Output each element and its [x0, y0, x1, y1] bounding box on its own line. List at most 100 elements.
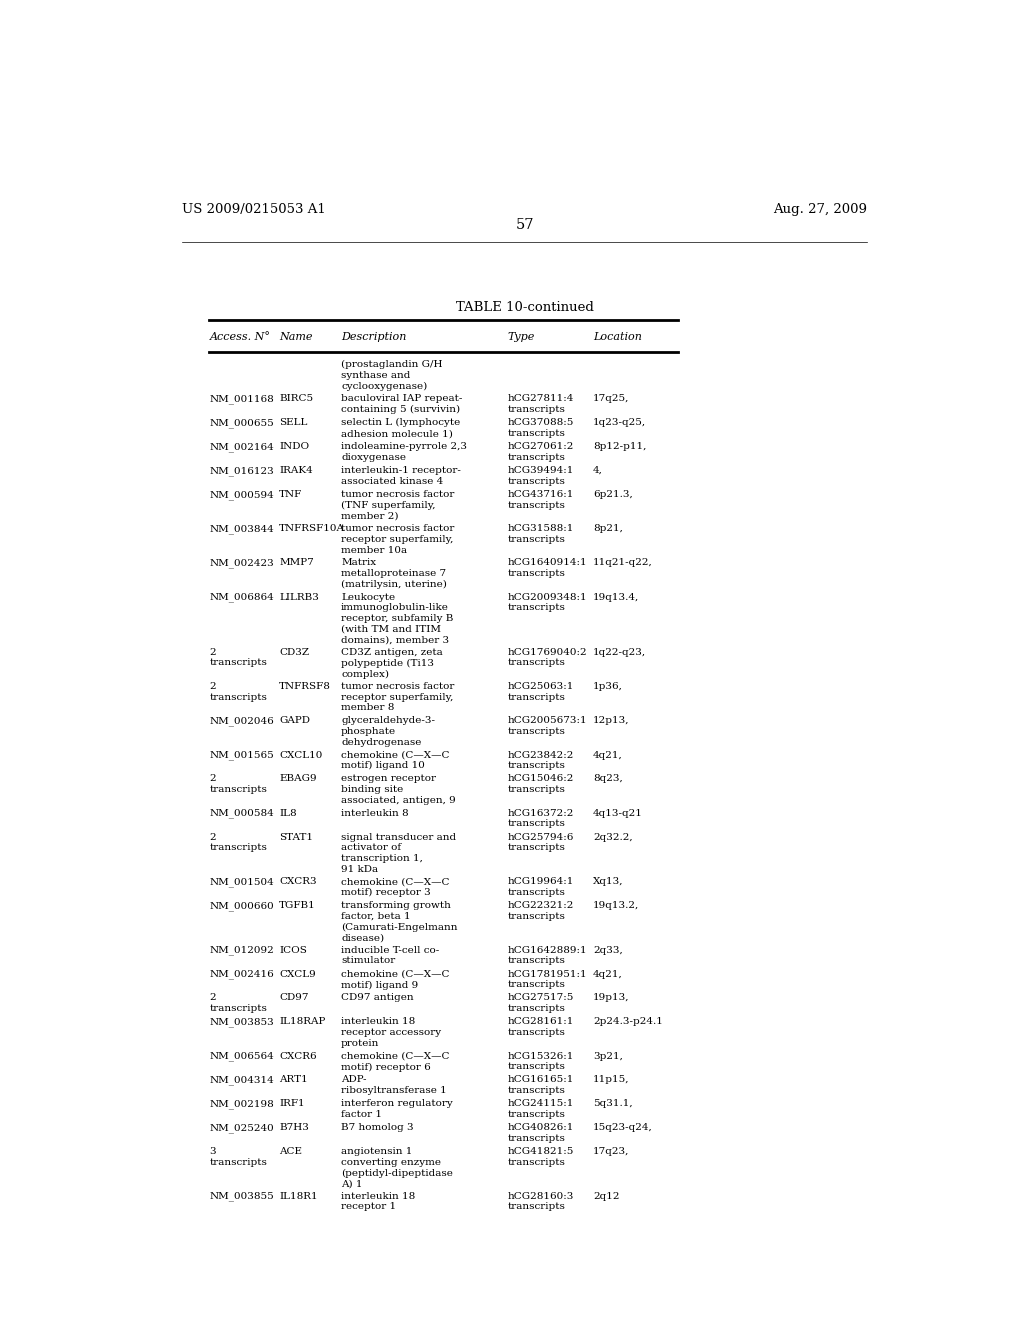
- Text: 4q21,: 4q21,: [593, 970, 623, 978]
- Text: 4q13-q21: 4q13-q21: [593, 809, 643, 817]
- Text: MMP7: MMP7: [280, 558, 314, 568]
- Text: hCG25063:1
transcripts: hCG25063:1 transcripts: [508, 682, 574, 702]
- Text: ADP-
ribosyltransferase 1: ADP- ribosyltransferase 1: [341, 1076, 446, 1096]
- Text: 5q31.1,: 5q31.1,: [593, 1100, 633, 1109]
- Text: 12p13,: 12p13,: [593, 717, 630, 725]
- Text: TNF: TNF: [280, 490, 302, 499]
- Text: CXCL9: CXCL9: [280, 970, 315, 978]
- Text: hCG2005673:1
transcripts: hCG2005673:1 transcripts: [508, 717, 588, 737]
- Text: GAPD: GAPD: [280, 717, 310, 725]
- Text: (prostaglandin G/H
synthase and
cyclooxygenase): (prostaglandin G/H synthase and cyclooxy…: [341, 360, 442, 391]
- Text: 2
transcripts: 2 transcripts: [209, 833, 267, 853]
- Text: 2p24.3-p24.1: 2p24.3-p24.1: [593, 1018, 663, 1027]
- Text: 15q23-q24,: 15q23-q24,: [593, 1123, 652, 1133]
- Text: hCG43716:1
transcripts: hCG43716:1 transcripts: [508, 490, 574, 510]
- Text: interleukin 8: interleukin 8: [341, 809, 409, 817]
- Text: chemokine (C—X—C
motif) ligand 9: chemokine (C—X—C motif) ligand 9: [341, 970, 450, 990]
- Text: 3
transcripts: 3 transcripts: [209, 1147, 267, 1167]
- Text: 6p21.3,: 6p21.3,: [593, 490, 633, 499]
- Text: interleukin 18
receptor 1: interleukin 18 receptor 1: [341, 1192, 416, 1212]
- Text: interleukin 18
receptor accessory
protein: interleukin 18 receptor accessory protei…: [341, 1018, 441, 1048]
- Text: hCG1642889:1
transcripts: hCG1642889:1 transcripts: [508, 945, 588, 965]
- Text: NM_000594: NM_000594: [209, 490, 274, 499]
- Text: NM_002164: NM_002164: [209, 442, 274, 451]
- Text: CD97 antigen: CD97 antigen: [341, 994, 414, 1002]
- Text: hCG2009348:1
transcripts: hCG2009348:1 transcripts: [508, 593, 588, 612]
- Text: 2q12: 2q12: [593, 1192, 620, 1201]
- Text: 2q32.2,: 2q32.2,: [593, 833, 633, 842]
- Text: 8q23,: 8q23,: [593, 775, 623, 783]
- Text: Access. N°: Access. N°: [209, 331, 270, 342]
- Text: interferon regulatory
factor 1: interferon regulatory factor 1: [341, 1100, 453, 1119]
- Text: indoleamine-pyrrole 2,3
dioxygenase: indoleamine-pyrrole 2,3 dioxygenase: [341, 442, 467, 462]
- Text: Xq13,: Xq13,: [593, 878, 624, 886]
- Text: hCG19964:1
transcripts: hCG19964:1 transcripts: [508, 878, 574, 898]
- Text: NM_006564: NM_006564: [209, 1052, 274, 1061]
- Text: tumor necrosis factor
receptor superfamily,
member 8: tumor necrosis factor receptor superfami…: [341, 682, 455, 713]
- Text: 19q13.4,: 19q13.4,: [593, 593, 639, 602]
- Text: CD3Z antigen, zeta
polypeptide (Ti13
complex): CD3Z antigen, zeta polypeptide (Ti13 com…: [341, 648, 442, 678]
- Text: ICOS: ICOS: [280, 945, 307, 954]
- Text: NM_000584: NM_000584: [209, 809, 274, 818]
- Text: chemokine (C—X—C
motif) ligand 10: chemokine (C—X—C motif) ligand 10: [341, 751, 450, 771]
- Text: hCG15326:1
transcripts: hCG15326:1 transcripts: [508, 1052, 574, 1072]
- Text: hCG41821:5
transcripts: hCG41821:5 transcripts: [508, 1147, 574, 1167]
- Text: selectin L (lymphocyte
adhesion molecule 1): selectin L (lymphocyte adhesion molecule…: [341, 418, 461, 438]
- Text: Aug. 27, 2009: Aug. 27, 2009: [773, 203, 867, 216]
- Text: NM_003855: NM_003855: [209, 1192, 274, 1201]
- Text: 2
transcripts: 2 transcripts: [209, 648, 267, 668]
- Text: hCG22321:2
transcripts: hCG22321:2 transcripts: [508, 902, 574, 921]
- Text: NM_002423: NM_002423: [209, 558, 274, 568]
- Text: IRF1: IRF1: [280, 1100, 305, 1109]
- Text: signal transducer and
activator of
transcription 1,
91 kDa: signal transducer and activator of trans…: [341, 833, 457, 874]
- Text: 57: 57: [515, 218, 535, 232]
- Text: 17q23,: 17q23,: [593, 1147, 630, 1156]
- Text: Leukocyte
immunoglobulin-like
receptor, subfamily B
(with TM and ITIM
domains), : Leukocyte immunoglobulin-like receptor, …: [341, 593, 454, 644]
- Text: tumor necrosis factor
receptor superfamily,
member 10a: tumor necrosis factor receptor superfami…: [341, 524, 455, 554]
- Text: IL18R1: IL18R1: [280, 1192, 317, 1201]
- Text: NM_001565: NM_001565: [209, 751, 274, 760]
- Text: hCG27061:2
transcripts: hCG27061:2 transcripts: [508, 442, 574, 462]
- Text: 19p13,: 19p13,: [593, 994, 630, 1002]
- Text: glyceraldehyde-3-
phosphate
dehydrogenase: glyceraldehyde-3- phosphate dehydrogenas…: [341, 717, 435, 747]
- Text: EBAG9: EBAG9: [280, 775, 316, 783]
- Text: IL18RAP: IL18RAP: [280, 1018, 326, 1027]
- Text: NM_012092: NM_012092: [209, 945, 274, 956]
- Text: ACE: ACE: [280, 1147, 302, 1156]
- Text: hCG24115:1
transcripts: hCG24115:1 transcripts: [508, 1100, 574, 1119]
- Text: interleukin-1 receptor-
associated kinase 4: interleukin-1 receptor- associated kinas…: [341, 466, 461, 486]
- Text: angiotensin 1
converting enzyme
(peptidyl-dipeptidase
A) 1: angiotensin 1 converting enzyme (peptidy…: [341, 1147, 453, 1188]
- Text: inducible T-cell co-
stimulator: inducible T-cell co- stimulator: [341, 945, 439, 965]
- Text: US 2009/0215053 A1: US 2009/0215053 A1: [182, 203, 326, 216]
- Text: CXCR3: CXCR3: [280, 878, 316, 886]
- Text: 2q33,: 2q33,: [593, 945, 623, 954]
- Text: hCG16165:1
transcripts: hCG16165:1 transcripts: [508, 1076, 574, 1096]
- Text: hCG37088:5
transcripts: hCG37088:5 transcripts: [508, 418, 574, 438]
- Text: chemokine (C—X—C
motif) receptor 6: chemokine (C—X—C motif) receptor 6: [341, 1052, 450, 1072]
- Text: hCG1769040:2
transcripts: hCG1769040:2 transcripts: [508, 648, 588, 668]
- Text: 2
transcripts: 2 transcripts: [209, 682, 267, 702]
- Text: 1q22-q23,: 1q22-q23,: [593, 648, 646, 657]
- Text: TGFB1: TGFB1: [280, 902, 315, 909]
- Text: NM_002198: NM_002198: [209, 1100, 274, 1109]
- Text: hCG27811:4
transcripts: hCG27811:4 transcripts: [508, 395, 574, 414]
- Text: NM_002416: NM_002416: [209, 970, 274, 979]
- Text: estrogen receptor
binding site
associated, antigen, 9: estrogen receptor binding site associate…: [341, 775, 456, 805]
- Text: 1p36,: 1p36,: [593, 682, 623, 690]
- Text: NM_006864: NM_006864: [209, 593, 274, 602]
- Text: 17q25,: 17q25,: [593, 395, 630, 404]
- Text: 2
transcripts: 2 transcripts: [209, 994, 267, 1014]
- Text: INDO: INDO: [280, 442, 309, 451]
- Text: CD97: CD97: [280, 994, 308, 1002]
- Text: 4,: 4,: [593, 466, 603, 475]
- Text: hCG28160:3
transcripts: hCG28160:3 transcripts: [508, 1192, 574, 1212]
- Text: hCG15046:2
transcripts: hCG15046:2 transcripts: [508, 775, 574, 795]
- Text: hCG28161:1
transcripts: hCG28161:1 transcripts: [508, 1018, 574, 1038]
- Text: SELL: SELL: [280, 418, 307, 428]
- Text: tumor necrosis factor
(TNF superfamily,
member 2): tumor necrosis factor (TNF superfamily, …: [341, 490, 455, 520]
- Text: hCG31588:1
transcripts: hCG31588:1 transcripts: [508, 524, 574, 544]
- Text: baculoviral IAP repeat-
containing 5 (survivin): baculoviral IAP repeat- containing 5 (su…: [341, 395, 463, 414]
- Text: 1q23-q25,: 1q23-q25,: [593, 418, 646, 428]
- Text: BIRC5: BIRC5: [280, 395, 313, 404]
- Text: 2
transcripts: 2 transcripts: [209, 775, 267, 795]
